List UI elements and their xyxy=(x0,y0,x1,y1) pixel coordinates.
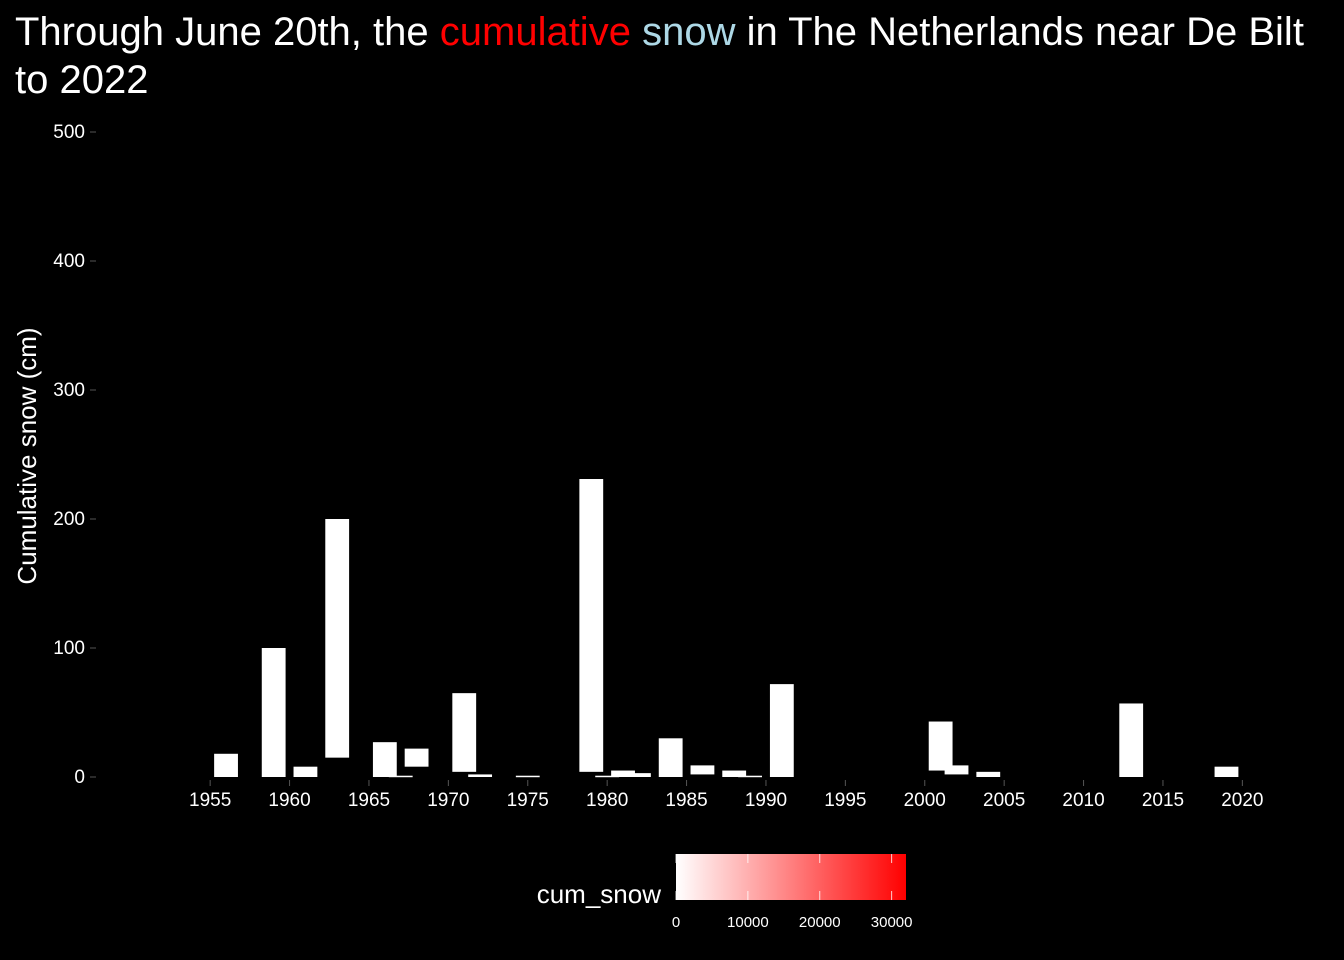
x-tick-label: 1985 xyxy=(665,790,707,811)
x-tick-label: 2005 xyxy=(983,790,1025,811)
x-tick-label: 1995 xyxy=(824,790,866,811)
y-axis: 0 100 200 300 400 500 xyxy=(53,122,96,788)
bar-1980 xyxy=(595,775,620,778)
bar-1989 xyxy=(738,775,762,778)
x-tick-label: 1975 xyxy=(507,790,549,811)
x-tick-label: 2020 xyxy=(1221,790,1263,811)
x-tick-label: 2010 xyxy=(1062,790,1104,811)
x-tick-label: 1990 xyxy=(745,790,787,811)
legend-title: cum_snow xyxy=(537,879,661,909)
bar-2004 xyxy=(976,771,1001,777)
title-part1: Through June 20th, the xyxy=(15,10,440,54)
bar-series xyxy=(214,479,1239,778)
bar-1979 xyxy=(579,479,604,772)
bar-1966 xyxy=(372,742,397,777)
y-tick-label: 500 xyxy=(53,122,85,143)
x-tick-label: 1955 xyxy=(189,790,231,811)
y-tick-label: 200 xyxy=(53,509,85,530)
y-tick-label: 100 xyxy=(53,638,85,659)
x-tick-label: 1960 xyxy=(268,790,310,811)
bar-1981 xyxy=(611,770,635,777)
x-tick-label: 2015 xyxy=(1142,790,1184,811)
bar-1991 xyxy=(769,684,794,777)
legend-break-label: 30000 xyxy=(871,914,913,931)
bar-1963 xyxy=(325,519,350,758)
bar-1984 xyxy=(658,738,683,777)
x-tick-label: 1970 xyxy=(427,790,469,811)
bar-1961 xyxy=(293,766,318,777)
x-tick-label: 1980 xyxy=(586,790,628,811)
x-tick-label: 1965 xyxy=(348,790,390,811)
y-tick-label: 0 xyxy=(74,767,85,788)
y-axis-label: Cumulative snow (cm) xyxy=(12,327,42,584)
bar-1968 xyxy=(404,748,429,767)
bar-2013 xyxy=(1119,703,1144,777)
bar-1972 xyxy=(468,774,493,777)
bar-1988 xyxy=(722,770,747,777)
title-word-cumulative: cumulative xyxy=(439,10,631,54)
color-legend: cum_snow 0 10000 20000 30000 xyxy=(537,854,913,931)
bar-1986 xyxy=(690,765,715,775)
bar-2002 xyxy=(944,765,969,775)
x-tick-label: 2000 xyxy=(904,790,946,811)
bar-1967 xyxy=(388,775,413,778)
title-word-snow: snow xyxy=(642,10,736,54)
bar-1975 xyxy=(515,775,540,778)
title-part3: in The Netherlands near De Bilt to 2022 xyxy=(15,10,1304,102)
legend-break-label: 0 xyxy=(672,914,680,931)
legend-break-label: 10000 xyxy=(727,914,769,931)
bar-1971 xyxy=(452,693,477,772)
legend-colorbar xyxy=(676,854,906,900)
y-tick-label: 300 xyxy=(53,380,85,401)
chart-title: Through June 20th, the cumulative snow i… xyxy=(15,8,1315,104)
bar-1982 xyxy=(627,773,651,777)
bar-2019 xyxy=(1214,766,1239,777)
legend-break-label: 20000 xyxy=(799,914,841,931)
bar-1959 xyxy=(261,648,286,777)
y-tick-label: 400 xyxy=(53,251,85,272)
bar-2001 xyxy=(928,721,953,771)
x-axis: 1955 1960 1965 1970 1975 1980 1985 1990 1995 2000… xyxy=(189,780,1264,811)
bar-1956 xyxy=(214,753,238,777)
